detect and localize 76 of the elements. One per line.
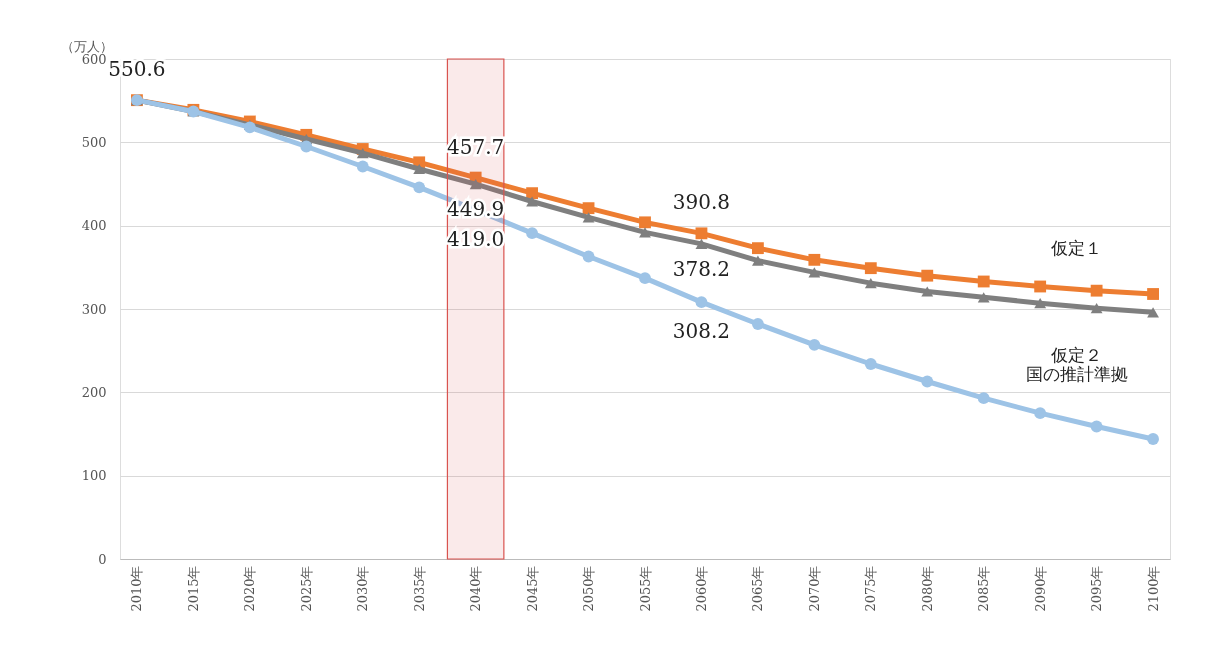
point xyxy=(921,286,934,297)
point xyxy=(864,278,877,289)
point xyxy=(1147,288,1159,300)
point xyxy=(356,160,369,173)
point xyxy=(243,121,256,134)
x-tick-label: 2100年 xyxy=(1145,565,1161,612)
x-tick-label: 2095年 xyxy=(1089,565,1105,612)
point xyxy=(413,181,426,194)
point xyxy=(582,212,595,223)
point xyxy=(526,196,539,207)
point xyxy=(1034,280,1047,293)
point xyxy=(1090,420,1103,433)
x-tick-label: 2040年 xyxy=(468,565,484,612)
x-tick-label: 2075年 xyxy=(863,565,879,612)
y-tick-label: 400 xyxy=(81,218,107,234)
x-tick-label: 2020年 xyxy=(242,565,258,612)
y-tick-label: 500 xyxy=(81,134,107,150)
point xyxy=(1034,407,1047,420)
point xyxy=(356,148,369,159)
series-label: 国の推計準拠 xyxy=(1025,364,1128,384)
point xyxy=(582,202,595,215)
point xyxy=(921,269,934,282)
point xyxy=(864,262,877,275)
x-tick-label: 2085年 xyxy=(976,565,992,612)
y-tick-label: 100 xyxy=(81,468,107,484)
point xyxy=(977,292,990,303)
x-tick-label: 2055年 xyxy=(637,565,653,612)
x-tick-label: 2010年 xyxy=(129,565,145,612)
x-tick-label: 2045年 xyxy=(524,565,540,612)
point xyxy=(808,267,821,278)
point xyxy=(526,227,539,240)
y-tick-label: 600 xyxy=(81,51,107,67)
point xyxy=(1034,298,1047,309)
point xyxy=(808,253,821,266)
x-tick-label: 2025年 xyxy=(298,565,314,612)
point xyxy=(582,250,595,263)
point xyxy=(751,255,764,266)
x-tick-label: 2090年 xyxy=(1032,565,1048,612)
point xyxy=(526,187,539,200)
point xyxy=(413,163,426,175)
point xyxy=(469,178,482,190)
point xyxy=(751,318,764,330)
x-tick-label: 2035年 xyxy=(411,565,427,612)
point xyxy=(1090,303,1103,314)
point xyxy=(300,140,313,153)
point xyxy=(751,242,764,255)
point xyxy=(639,272,651,285)
x-tick-label: 2060年 xyxy=(693,565,709,612)
y-tick-label: 0 xyxy=(98,551,107,567)
data-label: 390.8 xyxy=(672,190,731,215)
y-tick-label: 300 xyxy=(81,301,107,317)
point xyxy=(1147,433,1159,445)
series-label: 仮定１ xyxy=(1050,238,1103,258)
point xyxy=(864,358,877,370)
point xyxy=(695,227,708,240)
series-label: 仮定２ xyxy=(1050,346,1103,366)
point xyxy=(695,296,708,309)
point xyxy=(639,216,651,229)
point xyxy=(1090,284,1103,297)
x-tick-label: 2015年 xyxy=(185,565,201,612)
y-tick-label: 200 xyxy=(81,384,107,400)
point xyxy=(977,275,990,288)
data-label: 378.2 xyxy=(672,256,731,281)
y-axis-title: （万人） xyxy=(60,38,113,54)
x-tick-label: 2030年 xyxy=(355,565,371,612)
x-tick-label: 2080年 xyxy=(919,565,935,612)
point xyxy=(695,238,708,249)
data-label: 550.6 xyxy=(108,57,166,82)
point xyxy=(977,392,990,405)
point xyxy=(808,338,821,351)
point xyxy=(1147,307,1159,318)
point xyxy=(921,375,934,388)
data-label: 308.2 xyxy=(672,319,731,344)
x-tick-label: 2065年 xyxy=(750,565,766,612)
x-tick-label: 2070年 xyxy=(806,565,822,612)
x-tick-label: 2050年 xyxy=(581,565,597,612)
